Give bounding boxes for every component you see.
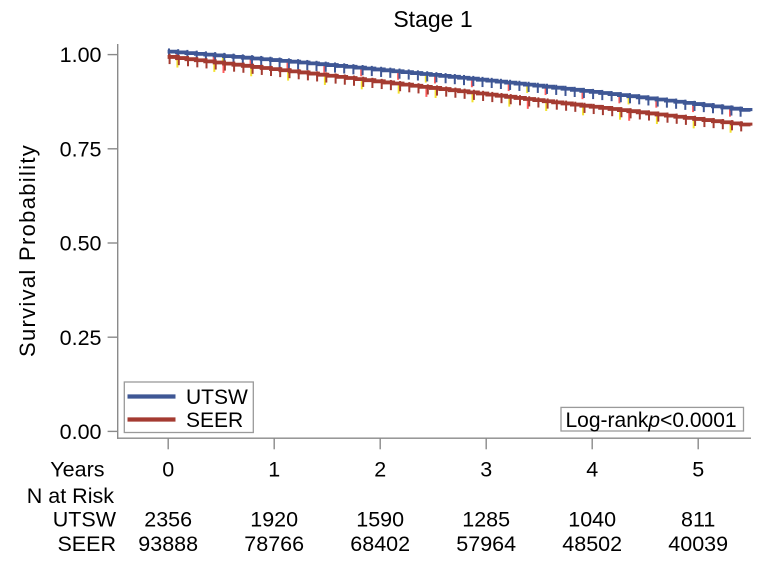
svg-text:0: 0 — [162, 458, 174, 482]
svg-text:Survival Probability: Survival Probability — [15, 144, 40, 357]
svg-text:811: 811 — [681, 508, 715, 532]
svg-text:1920: 1920 — [250, 508, 298, 532]
svg-text:1590: 1590 — [356, 508, 404, 532]
svg-text:1.00: 1.00 — [60, 43, 102, 67]
svg-text:UTSW: UTSW — [53, 508, 117, 532]
svg-text:1040: 1040 — [568, 508, 616, 532]
svg-text:57964: 57964 — [456, 532, 516, 556]
svg-text:5: 5 — [692, 458, 704, 482]
svg-text:UTSW: UTSW — [186, 386, 248, 409]
svg-text:1285: 1285 — [462, 508, 510, 532]
svg-text:1: 1 — [268, 458, 280, 482]
svg-text:68402: 68402 — [350, 532, 410, 556]
svg-text:78766: 78766 — [244, 532, 304, 556]
svg-text:0.25: 0.25 — [60, 326, 102, 350]
svg-text:93888: 93888 — [138, 532, 198, 556]
svg-text:SEER: SEER — [57, 532, 116, 556]
svg-text:N at Risk: N at Risk — [27, 484, 114, 508]
svg-text:2356: 2356 — [144, 508, 192, 532]
svg-text:0.75: 0.75 — [60, 137, 102, 161]
svg-text:40039: 40039 — [668, 532, 728, 556]
svg-text:Log-rankp<0.0001: Log-rankp<0.0001 — [566, 409, 737, 432]
svg-text:48502: 48502 — [562, 532, 622, 556]
svg-text:Years: Years — [50, 458, 104, 482]
svg-text:3: 3 — [480, 458, 492, 482]
svg-text:4: 4 — [586, 458, 598, 482]
svg-text:2: 2 — [374, 458, 386, 482]
svg-text:0.00: 0.00 — [60, 420, 102, 444]
svg-text:0.50: 0.50 — [60, 232, 102, 256]
svg-text:SEER: SEER — [186, 409, 243, 432]
svg-text:Stage 1: Stage 1 — [393, 6, 472, 32]
